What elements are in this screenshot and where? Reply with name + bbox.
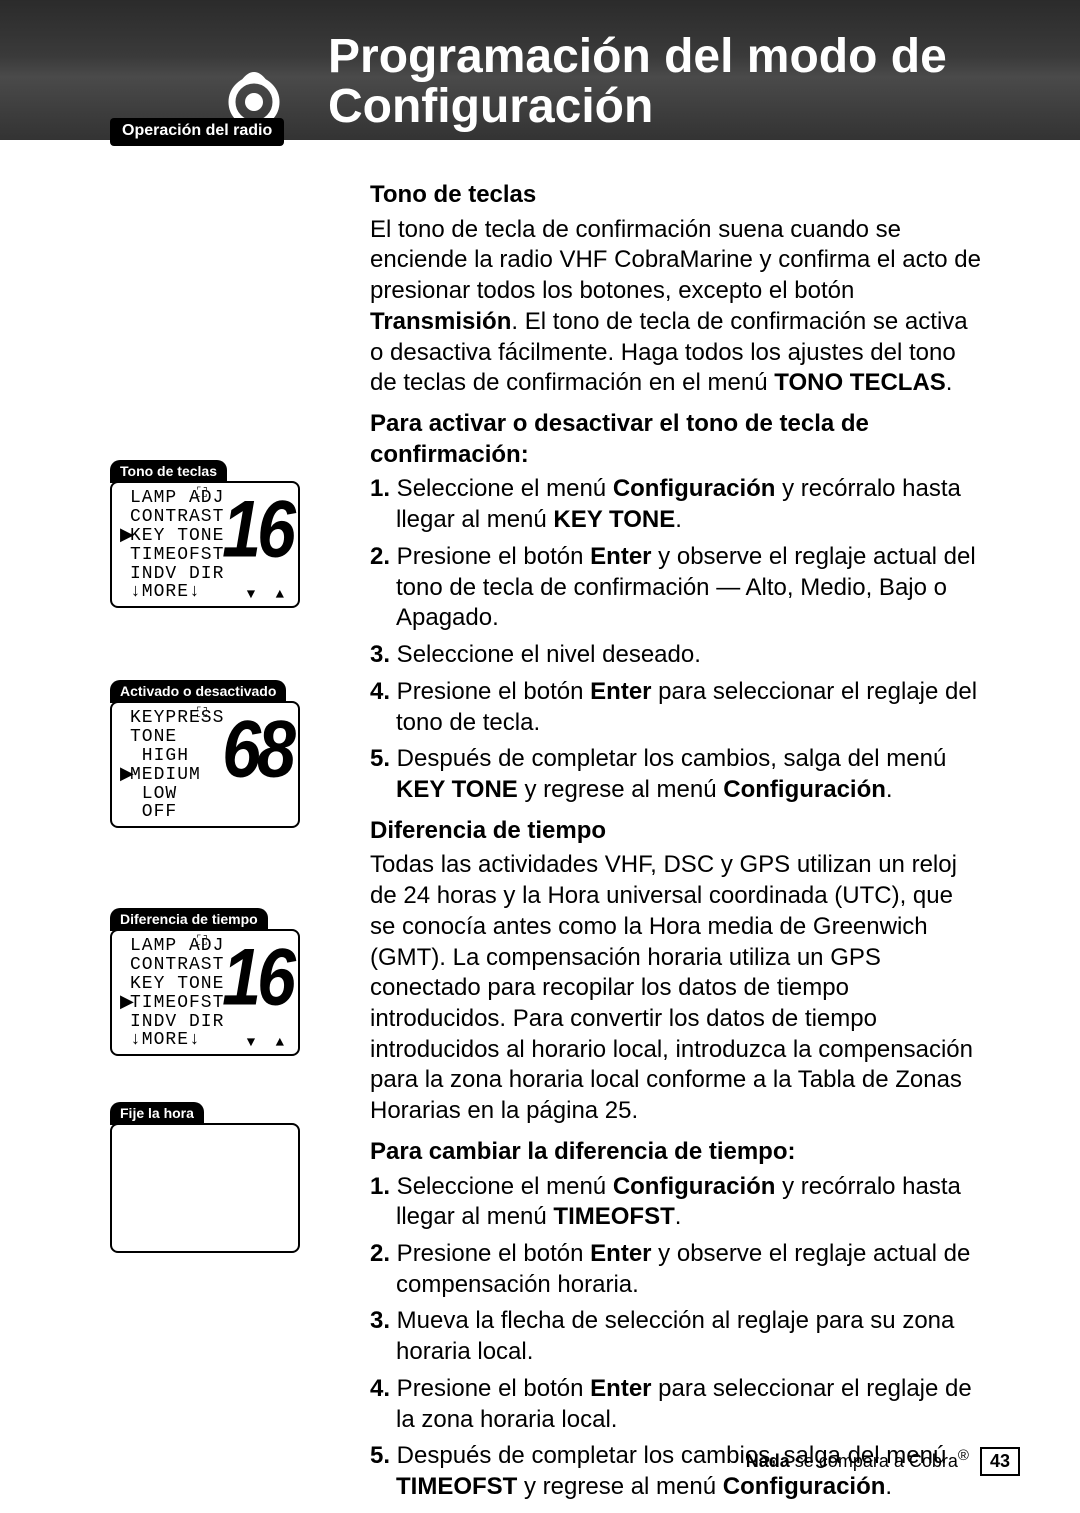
channel-number: 68 [222,707,292,792]
selection-arrow-icon: ▶ [120,994,130,1013]
section-intro: Todas las actividades VHF, DSC y GPS uti… [370,850,984,1126]
section-heading: Tono de teclas [370,180,984,211]
lcd-screen: ⛶KEYPRESSTONE HIGH▶MEDIUM LOW OFF 68 [110,701,300,828]
main-content: Tono de teclas El tono de tecla de confir… [370,170,984,1513]
lcd-line-text: TIMEOFST [130,993,224,1013]
step-item: 2. Presione el botón Enter y observe el … [370,542,984,634]
lcd-line-text: INDV DIR [130,1012,224,1032]
lcd-label: Tono de teclas [110,460,227,483]
step-item: 1. Seleccione el menú Configuración y re… [370,1172,984,1233]
lcd-line-text: HIGH [130,746,189,766]
footer-tagline-rest: se compara a Cobra [790,1451,958,1471]
lcd-label: Activado o desactivado [110,680,286,703]
lcd-screen: ⛶LAMP ADJCONTRAST▶KEY TONETIMEOFSTINDV D… [110,481,300,608]
lcd-label: Diferencia de tiempo [110,908,268,931]
lcd-panel: Activado o desactivado⛶KEYPRESSTONE HIGH… [110,680,300,828]
lcd-line: OFF [120,803,290,822]
lcd-line-text: KEY TONE [130,974,224,994]
step-item: 4. Presione el botón Enter para seleccio… [370,677,984,738]
lcd-line-text: CONTRAST [130,955,224,975]
step-item: 4. Presione el botón Enter para seleccio… [370,1374,984,1435]
lcd-line-text: LAMP ADJ [130,936,224,956]
lcd-label: Fije la hora [110,1102,204,1125]
lcd-line-text: LAMP ADJ [130,488,224,508]
lcd-line-text: TIMEOFST [130,545,224,565]
footer: Nada se compara a Cobra® 43 [0,1447,1080,1476]
selection-arrow-icon: ▶ [120,766,130,785]
lcd-line-text: MEDIUM [130,765,201,785]
step-item: 3. Mueva la flecha de selección al regla… [370,1306,984,1367]
lcd-line-text: KEYPRESS [130,708,224,728]
scroll-arrows-icon: ▼ ▲ [247,1036,290,1051]
lcd-screen [110,1123,300,1253]
gps-icon: ⛶ [197,707,208,722]
lcd-panel: Diferencia de tiempo⛶LAMP ADJCONTRASTKEY… [110,908,300,1056]
lcd-line-text: CONTRAST [130,507,224,527]
page-title: Programación del modo de Configuración [328,32,1028,133]
page-number: 43 [980,1447,1020,1476]
channel-number: 16 [222,935,292,1020]
section-subheading: Para cambiar la diferencia de tiempo: [370,1137,984,1168]
registered-mark-icon: ® [958,1447,969,1464]
lcd-line-text: ↓MORE↓ [130,1030,201,1050]
page: Programación del modo de Configuración O… [0,0,1080,1512]
lcd-line-text: LOW [130,784,177,804]
channel-number: 16 [222,487,292,572]
lcd-line-text: ↓MORE↓ [130,582,201,602]
radio-icon [220,58,288,126]
gps-icon: ⛶ [197,935,208,950]
lcd-screen: ⛶LAMP ADJCONTRASTKEY TONE▶TIMEOFSTINDV D… [110,929,300,1056]
lcd-panel: Tono de teclas⛶LAMP ADJCONTRAST▶KEY TONE… [110,460,300,608]
lcd-line-text: TONE [130,727,177,747]
step-item: 2. Presione el botón Enter y observe el … [370,1239,984,1300]
steps-list: 1. Seleccione el menú Configuración y re… [370,474,984,805]
lcd-line-text: OFF [130,802,177,822]
lcd-line-text: INDV DIR [130,564,224,584]
footer-tagline-bold: Nada [746,1451,790,1471]
step-item: 1. Seleccione el menú Configuración y re… [370,474,984,535]
section-intro: El tono de tecla de confirmación suena c… [370,215,984,399]
section-subheading: Para activar o desactivar el tono de tec… [370,409,984,470]
step-item: 3. Seleccione el nivel deseado. [370,640,984,671]
lcd-panel: Fije la hora [110,1102,300,1253]
section-tab: Operación del radio [110,118,284,146]
step-item: 5. Después de completar los cambios, sal… [370,744,984,805]
selection-arrow-icon: ▶ [120,527,130,546]
gps-icon: ⛶ [197,487,208,502]
scroll-arrows-icon: ▼ ▲ [247,588,290,603]
section-heading: Diferencia de tiempo [370,816,984,847]
lcd-line-text: KEY TONE [130,526,224,546]
